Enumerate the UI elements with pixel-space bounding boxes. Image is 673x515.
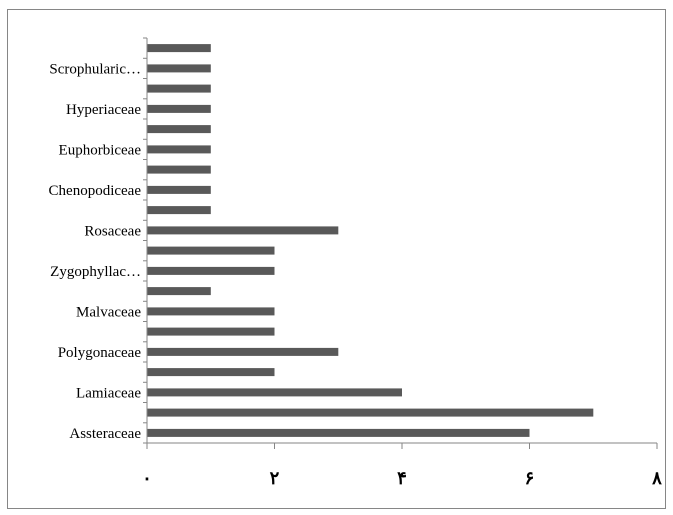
- y-tick-label: Lamiaceae: [76, 385, 141, 401]
- y-tick-label: Euphorbiceae: [59, 142, 142, 158]
- bar: [147, 84, 211, 93]
- axis-labels: ۰ ۲ ۴ ۶ ۸ Assteraceae Lamiaceae Polygonaceae Mal…: [49, 61, 663, 488]
- bar: [147, 368, 275, 377]
- bar: [147, 307, 275, 316]
- chart-border: [7, 9, 666, 509]
- bar: [147, 145, 211, 154]
- bar: [147, 44, 211, 53]
- x-tick-label: ۰: [142, 468, 152, 488]
- bar: [147, 206, 211, 215]
- bar: [147, 347, 339, 356]
- bar: [147, 185, 211, 194]
- bar: [147, 104, 211, 113]
- bar: [147, 388, 402, 397]
- bar: [147, 246, 275, 255]
- bar: [147, 266, 275, 275]
- x-tick-label: ۴: [397, 468, 407, 488]
- bars: [147, 44, 594, 437]
- bar: [147, 408, 594, 417]
- bar: [147, 125, 211, 134]
- y-tick-label: Chenopodiceae: [49, 183, 142, 199]
- bar: [147, 327, 275, 336]
- y-tick-label: Scrophularic…: [49, 61, 141, 77]
- y-tick-label: Malvaceae: [76, 304, 141, 320]
- bar: [147, 64, 211, 73]
- bar: [147, 287, 211, 296]
- x-tick-label: ۶: [525, 468, 535, 488]
- bar: [147, 428, 530, 437]
- y-tick-label: Hyperiaceae: [66, 102, 141, 118]
- y-tick-label: Assteraceae: [69, 426, 141, 442]
- y-tick-label: Polygonaceae: [58, 345, 142, 361]
- y-tick-label: Zygophyllac…: [50, 264, 141, 280]
- bar: [147, 226, 339, 235]
- axes: [143, 37, 658, 449]
- y-tick-label: Rosaceae: [84, 223, 141, 239]
- bar: [147, 165, 211, 174]
- x-tick-label: ۸: [651, 468, 662, 488]
- x-tick-label: ۲: [270, 468, 280, 488]
